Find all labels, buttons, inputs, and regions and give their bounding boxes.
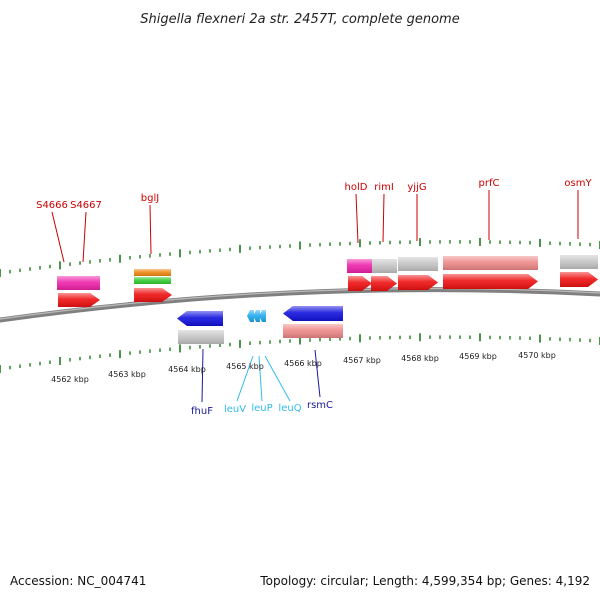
kbp-label: 4569 kbp [459, 352, 497, 361]
upper-tick-track [0, 237, 600, 277]
gene-label-yjjG[interactable]: yjjG [407, 182, 426, 193]
gene-s4666-box-shading [57, 276, 100, 290]
leader-leuP [258, 355, 263, 402]
gene-label-osmY[interactable]: osmY [564, 178, 592, 189]
gene-osmy-arrow-shading [560, 272, 598, 287]
kbp-label: 4570 kbp [518, 351, 556, 360]
gene-rimi-arrow-shading [371, 276, 397, 291]
gene-label-rsmC[interactable]: rsmC [307, 400, 333, 411]
gene-hold-arrow-shading [348, 276, 372, 291]
gene-fhuf-box-shading [178, 330, 224, 344]
kbp-label: 4566 kbp [284, 359, 322, 368]
gene-osmy-box-shading [560, 255, 598, 269]
leader-rimI [382, 193, 385, 243]
kbp-axis-labels: 4562 kbp 4563 kbp 4564 kbp 4565 kbp 4566 kbp… [51, 351, 556, 384]
leader-rsmC [314, 349, 321, 398]
lower-tick-track [0, 333, 600, 373]
gene-yjjg-box-shading [398, 257, 438, 271]
label-leader-lines [51, 190, 579, 403]
gene-label-rimI[interactable]: rimI [374, 182, 394, 193]
leader-bglJ [149, 204, 152, 255]
gene-label-S4667[interactable]: S4667 [70, 200, 102, 211]
gene-label-bglJ[interactable]: bglJ [141, 193, 159, 204]
leader-holD [355, 193, 359, 244]
gene-label-S4666[interactable]: S4666 [36, 200, 68, 211]
kbp-label: 4567 kbp [343, 356, 381, 365]
trna-arrow-3-shading [259, 310, 266, 322]
gene-bglj-arrow-shading [134, 288, 172, 302]
leader-leuV [236, 355, 254, 402]
kbp-label: 4562 kbp [51, 375, 89, 384]
gene-label-leuV[interactable]: leuV [224, 404, 246, 415]
kbp-label: 4568 kbp [401, 354, 439, 363]
gene-label-fhuF[interactable]: fhuF [191, 406, 213, 417]
gene-label-prfC[interactable]: prfC [479, 178, 500, 189]
map-title: Shigella flexneri 2a str. 2457T, complet… [140, 12, 459, 27]
genome-backbone [0, 287, 600, 323]
leader-S4666 [51, 211, 65, 263]
gene-rsmc-arrow-shading [283, 306, 343, 321]
gene-features [57, 255, 598, 344]
kbp-label: 4565 kbp [226, 362, 264, 371]
trna-arrow-2-shading [253, 310, 260, 322]
topology-text: Topology: circular; Length: 4,599,354 bp… [260, 574, 590, 588]
gene-hold-box-shading [347, 259, 372, 273]
accession-text: Accession: NC_004741 [10, 574, 147, 588]
gene-bglj-green-shading [134, 277, 171, 284]
gene-s4666-arrow-shading [58, 293, 100, 307]
gene-label-holD[interactable]: holD [345, 182, 368, 193]
kbp-label: 4564 kbp [168, 365, 206, 374]
leader-S4667 [82, 211, 87, 263]
gene-prfc-box-shading [443, 256, 538, 270]
gene-fhuf-arrow-shading [177, 311, 223, 326]
genome-backbone-highlight [0, 287, 600, 320]
gene-bglj-orange-shading [134, 269, 171, 276]
gene-label-leuP[interactable]: leuP [251, 403, 272, 414]
leader-fhuF [201, 348, 204, 403]
trna-arrow-1-shading [247, 310, 254, 322]
gene-yjjg-arrow-shading [398, 275, 438, 290]
gene-label-leuQ[interactable]: leuQ [278, 403, 301, 414]
gene-rsmc-box-shading [283, 324, 343, 338]
gene-prfc-arrow-shading [443, 274, 538, 289]
kbp-label: 4563 kbp [108, 370, 146, 379]
gene-labels: S4666 S4667 bglJ holD rimI yjjG prfC osmY fhuF le… [36, 178, 592, 417]
leader-leuQ [264, 355, 291, 402]
gene-rimi-box-shading [372, 259, 397, 273]
